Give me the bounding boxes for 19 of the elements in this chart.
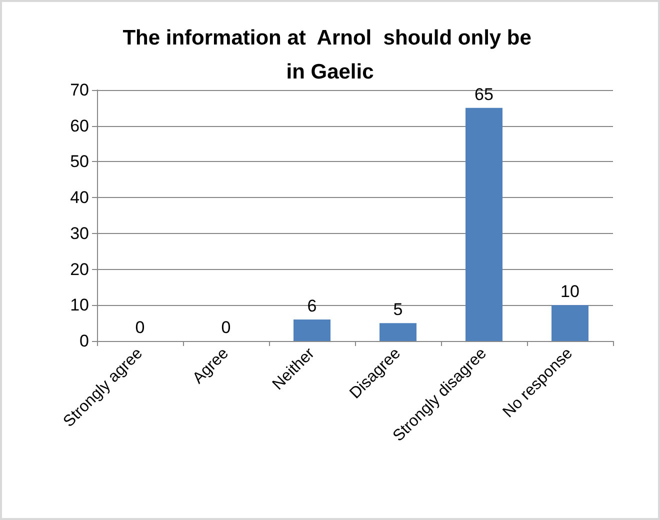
y-tick-label: 30: [70, 224, 89, 243]
y-tick-label: 10: [70, 296, 89, 315]
data-label: 6: [307, 296, 317, 316]
bar: [466, 108, 502, 341]
data-label: 5: [393, 300, 403, 320]
y-tick-label: 20: [70, 260, 89, 279]
data-label: 0: [221, 318, 231, 337]
data-label: 65: [474, 84, 494, 104]
y-tick-label: 50: [70, 152, 89, 172]
data-label: 0: [135, 318, 145, 337]
y-tick-label: 60: [70, 116, 89, 136]
y-tick-label: 40: [70, 188, 89, 208]
bar: [552, 305, 588, 341]
y-tick-label: 70: [70, 80, 89, 100]
y-tick-label: 0: [80, 332, 89, 350]
chart-title: The information at Arnol should only be in Gaelic: [122, 26, 538, 84]
bar: [380, 323, 416, 341]
data-label: 10: [560, 282, 580, 302]
bar: [294, 319, 330, 341]
